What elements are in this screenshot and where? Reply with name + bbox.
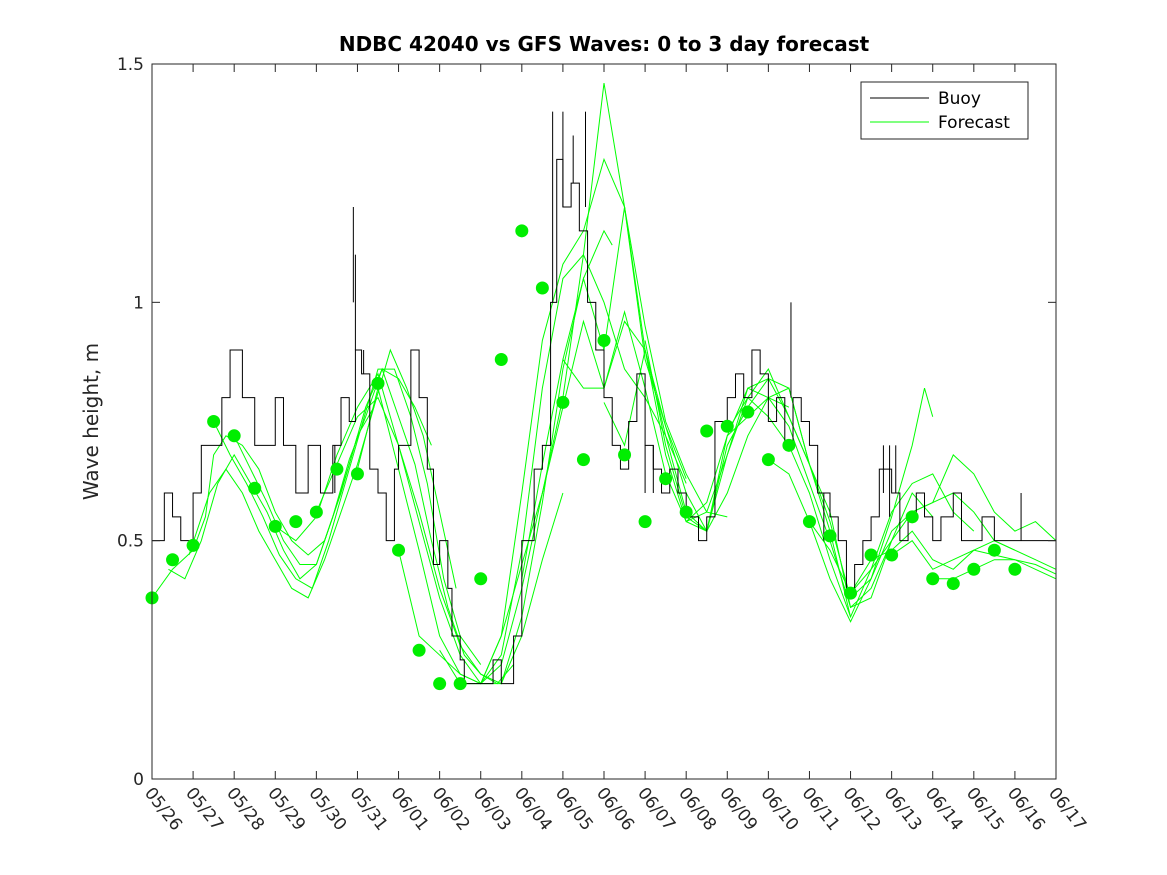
analysis-point-6 xyxy=(268,519,282,533)
analysis-point-29 xyxy=(741,405,755,419)
analysis-point-4 xyxy=(227,429,241,443)
analysis-point-31 xyxy=(782,438,796,452)
y-tick-label-1: 0.5 xyxy=(117,532,144,552)
analysis-point-17 xyxy=(494,353,508,367)
analysis-point-11 xyxy=(371,376,385,390)
analysis-point-13 xyxy=(412,643,426,657)
analysis-point-40 xyxy=(967,562,981,576)
analysis-point-10 xyxy=(350,467,364,481)
y-tick-label-3: 1.5 xyxy=(117,55,144,75)
analysis-point-26 xyxy=(679,505,693,519)
analysis-point-25 xyxy=(659,472,673,486)
analysis-point-39 xyxy=(946,577,960,591)
analysis-point-24 xyxy=(638,515,652,529)
analysis-point-15 xyxy=(453,677,467,691)
forecast-run-2 xyxy=(188,348,457,599)
analysis-point-16 xyxy=(474,572,488,586)
analysis-point-21 xyxy=(576,453,590,467)
analysis-point-20 xyxy=(556,395,570,409)
analysis-point-36 xyxy=(885,548,899,562)
analysis-point-37 xyxy=(905,510,919,524)
analysis-point-22 xyxy=(597,333,611,347)
analysis-point-2 xyxy=(186,538,200,552)
plot-area xyxy=(152,64,1056,779)
analysis-point-23 xyxy=(618,448,632,462)
forecast-run-1 xyxy=(168,368,432,580)
analysis-point-35 xyxy=(864,548,878,562)
y-axis-label: Wave height, m xyxy=(79,343,103,500)
analysis-point-9 xyxy=(330,462,344,476)
analysis-point-41 xyxy=(987,543,1001,557)
analysis-point-7 xyxy=(289,515,303,529)
analysis-point-30 xyxy=(761,453,775,467)
analysis-point-3 xyxy=(207,415,221,428)
series-layer xyxy=(145,82,1057,691)
forecast-run-3 xyxy=(213,368,482,665)
y-tick-label-2: 1 xyxy=(133,293,144,313)
buoy-line xyxy=(152,158,1056,685)
chart-title: NDBC 42040 vs GFS Waves: 0 to 3 day fore… xyxy=(339,32,870,56)
legend-box xyxy=(860,81,1029,140)
y-tick-label-0: 0 xyxy=(133,770,144,790)
forecast-run-20 xyxy=(891,539,1057,580)
analysis-point-42 xyxy=(1008,562,1022,576)
analysis-point-34 xyxy=(844,586,858,600)
forecast-run-19 xyxy=(850,530,1057,594)
forecast-run-8 xyxy=(398,157,728,685)
legend-label-forecast: Forecast xyxy=(938,113,1010,133)
analysis-point-5 xyxy=(248,481,262,495)
analysis-point-33 xyxy=(823,529,837,543)
analysis-point-38 xyxy=(926,572,940,586)
analysis-point-19 xyxy=(535,281,549,295)
analysis-point-27 xyxy=(700,424,714,438)
legend: Buoy Forecast xyxy=(860,81,1029,140)
analysis-point-28 xyxy=(720,419,734,433)
analysis-point-18 xyxy=(515,224,529,238)
legend-label-buoy: Buoy xyxy=(938,89,981,109)
analysis-point-14 xyxy=(433,677,447,691)
analysis-point-32 xyxy=(802,515,816,529)
analysis-point-1 xyxy=(166,553,180,567)
analysis-point-8 xyxy=(309,505,323,519)
analysis-point-12 xyxy=(392,543,406,557)
